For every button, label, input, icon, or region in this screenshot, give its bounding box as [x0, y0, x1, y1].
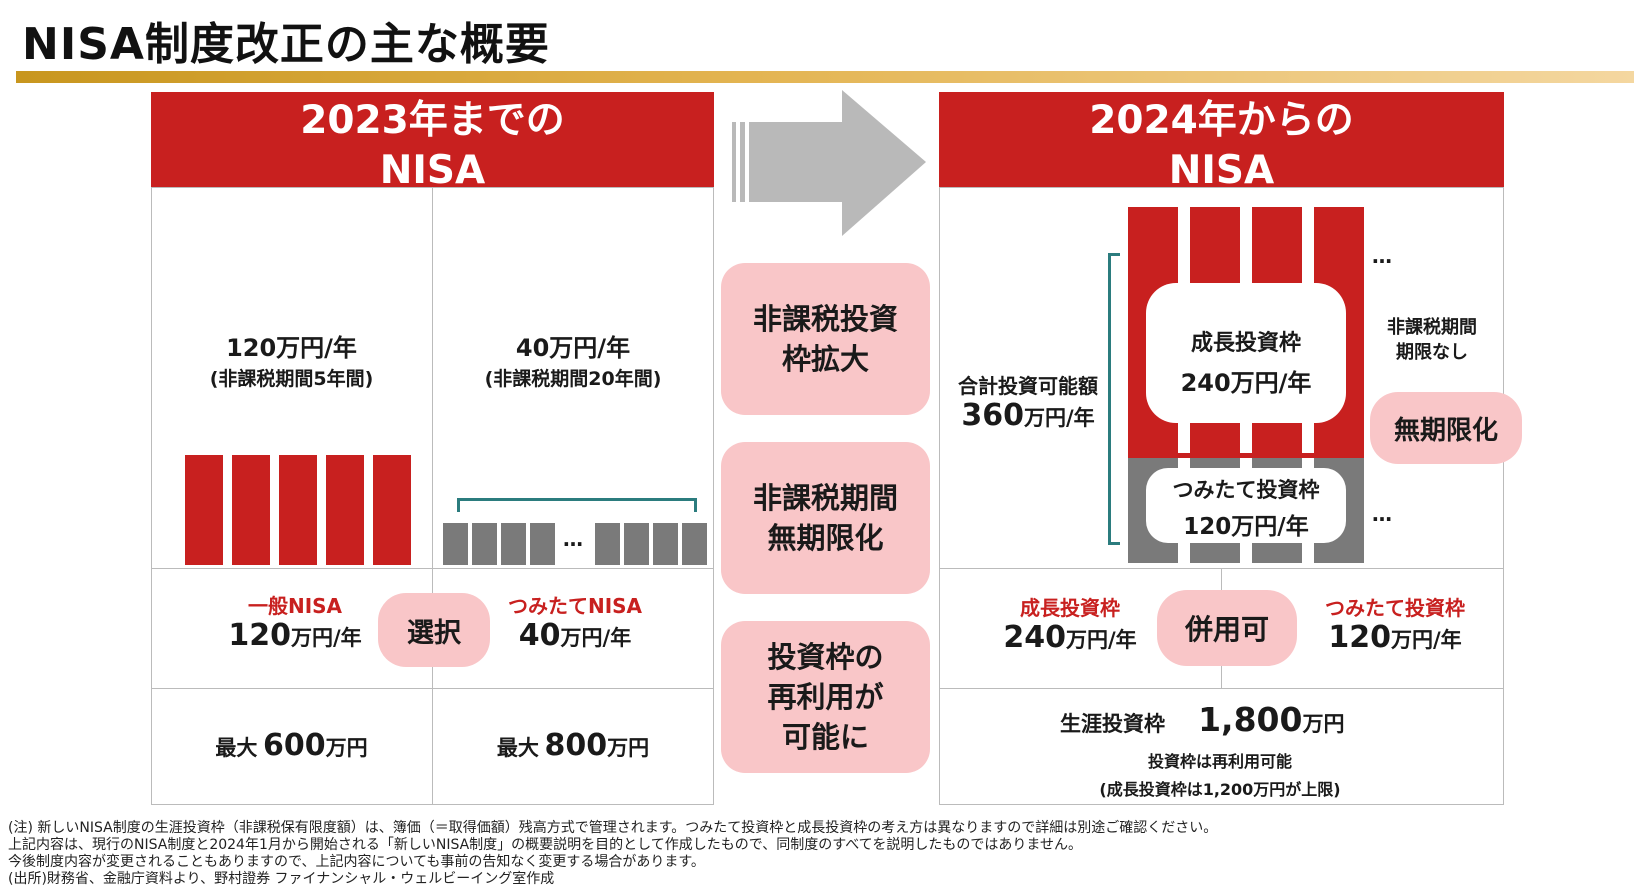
old-header-line2: NISA [379, 148, 486, 193]
tsumitate-bar-1 [443, 523, 468, 565]
general-bar-1 [185, 455, 223, 565]
old-divider-row2 [151, 688, 714, 689]
change-2-line2: 無期限化 [767, 521, 884, 555]
footnote-4: (出所)財務省、金融庁資料より、野村證券 ファイナンシャル・ウェルビーイング室作… [8, 871, 555, 887]
new-divider-row2 [939, 688, 1504, 689]
tsumitate-bar-6 [624, 523, 649, 565]
change-1-line2: 枠拡大 [781, 342, 869, 376]
general-nisa-amount: 120万円/年 [226, 334, 357, 362]
general-bar-3 [279, 455, 317, 565]
new-header-line1: 2024年からの [1089, 98, 1354, 143]
tsumitate-dots: … [1372, 502, 1392, 526]
tsumitate-unit: 万円/年 [1390, 628, 1462, 652]
tsumitate-bar-5 [595, 523, 620, 565]
choice-badge: 選択 [378, 593, 490, 667]
footnote-3: 今後制度内容が変更されることもありますので、上記内容についても事前の告知なく変更… [8, 854, 705, 870]
footnote-1: (注) 新しいNISA制度の生涯投資枠（非課税保有限度額）は、簿価（＝取得価額）… [8, 820, 1218, 836]
tsumitate-num: 120 [1328, 620, 1391, 655]
bar-separator [1128, 453, 1364, 458]
total-amount: 360万円/年 [948, 398, 1108, 433]
general-nisa-annual: 120万円/年 [205, 618, 385, 653]
change-expand-limit: 非課税投資 枠拡大 [721, 263, 930, 415]
general-nisa-bars [185, 455, 411, 565]
change-reuse-limit: 投資枠の 再利用が 可能に [721, 621, 930, 773]
title-underline [16, 71, 1634, 83]
indefinite-badge: 無期限化 [1370, 392, 1522, 464]
tsumitate-nisa-label: つみたてNISA [507, 594, 643, 618]
tsumitate-max-unit: 万円 [607, 736, 650, 760]
tsumitate-annual-unit: 万円/年 [560, 626, 632, 650]
general-max-prefix: 最大 [215, 736, 258, 760]
change-3-line1: 投資枠の [767, 640, 884, 674]
change-indefinite-period: 非課税期間 無期限化 [721, 442, 930, 594]
total-num: 360 [961, 398, 1024, 433]
old-divider-row1 [151, 568, 714, 569]
tsumitate-annual-num: 40 [518, 618, 561, 653]
change-3-line3: 可能に [781, 720, 869, 754]
growth-label: 成長投資枠 [1020, 596, 1120, 620]
tsumitate-nisa-annual: 40万円/年 [490, 618, 660, 653]
lifetime-limit: 生涯投資枠 1,800万円 [1060, 700, 1460, 739]
growth-num: 240 [1003, 620, 1066, 655]
growth-box-line2: 240万円/年 [1180, 369, 1312, 397]
lifetime-label: 生涯投資枠 [1060, 712, 1165, 736]
growth-unit: 万円/年 [1065, 628, 1137, 652]
general-annual-unit: 万円/年 [290, 626, 362, 650]
reuse-note: 投資枠は再利用可能 [1147, 752, 1292, 771]
growth-box: 成長投資枠 240万円/年 [1146, 283, 1346, 423]
tsumitate-bar-7 [653, 523, 678, 565]
tsumitate-box-line2: 120万円/年 [1183, 514, 1309, 540]
general-bar-4 [326, 455, 364, 565]
tsumitate-annual: 120万円/年 [1305, 620, 1485, 655]
new-nisa-header: 2024年からの NISA [939, 92, 1504, 193]
period-note: 非課税期間 期限なし [1370, 315, 1494, 365]
tsumitate-nisa-bars: … [443, 523, 708, 565]
general-bar-5 [373, 455, 411, 565]
general-nisa-period: (非課税期間5年間) [209, 368, 374, 390]
transition-arrow [732, 90, 926, 236]
growth-dots: … [1372, 244, 1392, 268]
period-note-line2: 期限なし [1396, 342, 1468, 363]
tsumitate-nisa-period: (非課税期間20年間) [484, 368, 662, 390]
change-2-line1: 非課税期間 [752, 481, 898, 515]
change-3-line2: 再利用が [767, 680, 884, 714]
tsumitate-max-prefix: 最大 [496, 736, 539, 760]
tsumitate-label: つみたて投資枠 [1325, 596, 1465, 620]
growth-box-line1: 成長投資枠 [1190, 331, 1301, 356]
tsumitate-bar-3 [501, 523, 526, 565]
period-note-line1: 非課税期間 [1387, 317, 1477, 338]
lifetime-num: 1,800 [1198, 700, 1303, 739]
general-max-num: 600 [262, 728, 326, 763]
cap-note: (成長投資枠は1,200万円が上限) [1099, 780, 1341, 799]
tsumitate-box: つみたて投資枠 120万円/年 [1146, 468, 1346, 543]
footnote-2: 上記内容は、現行のNISA制度と2024年1月から開始される「新しいNISA制度… [8, 837, 1082, 853]
tsumitate-bracket [457, 498, 697, 512]
general-max-unit: 万円 [325, 736, 368, 760]
old-divider-vertical [432, 187, 433, 805]
tsumitate-nisa-max: 最大 800万円 [432, 728, 714, 763]
tsumitate-bar-2 [472, 523, 497, 565]
change-1-line1: 非課税投資 [752, 302, 898, 336]
general-bar-2 [232, 455, 270, 565]
tsumitate-box-line1: つみたて投資枠 [1172, 478, 1320, 502]
old-nisa-header: 2023年までの NISA [151, 92, 714, 193]
tsumitate-bar-8 [682, 523, 707, 565]
tsumitate-max-num: 800 [544, 728, 608, 763]
combine-badge: 併用可 [1157, 590, 1297, 666]
general-nisa-label: 一般NISA [247, 594, 343, 618]
tsumitate-nisa-amount: 40万円/年 [515, 334, 631, 362]
footnotes: (注) 新しいNISA制度の生涯投資枠（非課税保有限度額）は、簿価（＝取得価額）… [8, 820, 1638, 888]
tsumitate-bar-4 [530, 523, 555, 565]
new-header-line2: NISA [1168, 148, 1275, 193]
lifetime-unit: 万円 [1302, 712, 1345, 736]
page-title: NISA制度改正の主な概要 [22, 19, 550, 70]
tsumitate-bar-ellipsis: … [563, 527, 583, 551]
general-nisa-max: 最大 600万円 [151, 728, 432, 763]
total-unit: 万円/年 [1023, 406, 1095, 430]
growth-annual: 240万円/年 [985, 620, 1155, 655]
old-header-line1: 2023年までの [300, 98, 565, 143]
total-label: 合計投資可能額 [958, 374, 1098, 398]
general-annual-num: 120 [228, 618, 291, 653]
total-bracket [1108, 253, 1120, 545]
